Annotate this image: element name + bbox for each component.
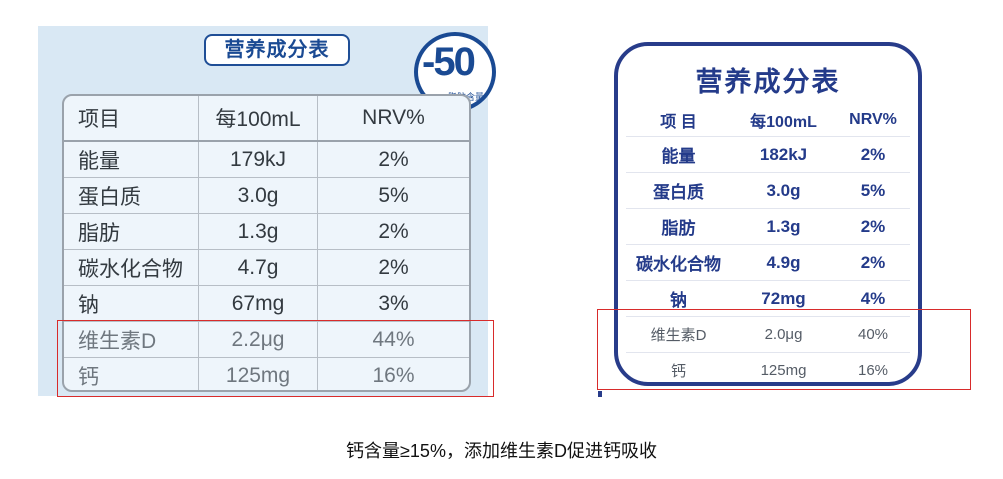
header-amount: 每100mL xyxy=(198,96,318,142)
row-item: 碳水化合物 xyxy=(626,244,731,281)
row-amount: 67mg xyxy=(198,285,318,322)
table-row: 脂肪 1.3g 2% xyxy=(626,208,910,245)
table-header-row: 项 目 每100mL NRV% xyxy=(626,104,910,137)
table-row: 碳水化合物 4.7g 2% xyxy=(64,249,469,286)
row-item: 能量 xyxy=(64,141,199,178)
row-item: 维生素D xyxy=(64,321,199,358)
left-nutrition-label: 营养成分表 -50 脂肪含量 项目 每100mL NRV% 能量 179kJ 2… xyxy=(38,26,496,396)
row-nrv: 16% xyxy=(836,352,910,382)
row-amount: 1.3g xyxy=(198,213,318,250)
right-nutrition-table: 项 目 每100mL NRV% 能量 182kJ 2% 蛋白质 3.0g 5% … xyxy=(626,104,910,382)
right-table-title: 营养成分表 xyxy=(695,67,841,97)
row-nrv: 2% xyxy=(317,141,469,178)
row-nrv: 2% xyxy=(836,244,910,281)
table-row: 维生素D 2.2μg 44% xyxy=(64,321,469,358)
row-nrv: 2% xyxy=(836,208,910,245)
table-row: 脂肪 1.3g 2% xyxy=(64,213,469,250)
table-row: 能量 182kJ 2% xyxy=(626,136,910,173)
row-amount: 72mg xyxy=(731,280,836,317)
table-header-row: 项目 每100mL NRV% xyxy=(64,96,469,142)
right-nutrition-label: 营养成分表 项 目 每100mL NRV% 能量 182kJ 2% 蛋白质 3.… xyxy=(614,42,922,386)
table-row: 钙 125mg 16% xyxy=(64,357,469,390)
row-item: 蛋白质 xyxy=(64,177,199,214)
row-amount: 3.0g xyxy=(198,177,318,214)
header-nrv: NRV% xyxy=(317,96,469,142)
header-nrv: NRV% xyxy=(836,104,910,137)
row-nrv: 2% xyxy=(317,249,469,286)
left-table-title: 营养成分表 xyxy=(204,34,350,66)
row-amount: 179kJ xyxy=(198,141,318,178)
row-nrv: 16% xyxy=(372,363,415,387)
row-amount: 3.0g xyxy=(731,172,836,209)
table-row: 钠 67mg 3% xyxy=(64,285,469,322)
highlight-box-left xyxy=(57,320,494,397)
row-item: 脂肪 xyxy=(626,208,731,245)
badge-number: -50 xyxy=(422,40,476,84)
row-item: 蛋白质 xyxy=(626,172,731,209)
row-nrv: 44% xyxy=(317,321,469,358)
table-row: 维生素D 2.0μg 40% xyxy=(626,316,910,353)
header-item: 项目 xyxy=(64,96,199,142)
row-amount: 2.2μg xyxy=(198,321,318,358)
table-row: 能量 179kJ 2% xyxy=(64,141,469,178)
header-item: 项 目 xyxy=(626,104,731,137)
row-nrv: 40% xyxy=(836,316,910,353)
row-nrv: 3% xyxy=(317,285,469,322)
row-amount: 4.9g xyxy=(731,244,836,281)
row-item: 能量 xyxy=(626,136,731,173)
row-item: 脂肪 xyxy=(64,213,199,250)
caption-text: 钙含量≥15%，添加维生素D促进钙吸收 xyxy=(346,441,657,461)
panel-edge-mark xyxy=(598,391,602,397)
table-row: 碳水化合物 4.9g 2% xyxy=(626,244,910,281)
left-nutrition-table: 项目 每100mL NRV% 能量 179kJ 2% 蛋白质 3.0g 5% 脂… xyxy=(62,94,471,392)
row-nrv: 2% xyxy=(836,136,910,173)
header-amount: 每100mL xyxy=(731,104,836,137)
row-amount: 2.0μg xyxy=(731,316,836,353)
row-amount: 125mg xyxy=(731,352,836,382)
row-nrv: 4% xyxy=(836,280,910,317)
row-item: 维生素D xyxy=(626,316,731,353)
row-item: 钠 xyxy=(64,285,199,322)
table-row: 蛋白质 3.0g 5% xyxy=(64,177,469,214)
row-nrv: 2% xyxy=(317,213,469,250)
row-amount: 1.3g xyxy=(731,208,836,245)
table-row: 蛋白质 3.0g 5% xyxy=(626,172,910,209)
row-amount: 182kJ xyxy=(731,136,836,173)
highlight-box-right xyxy=(597,309,971,390)
row-item: 碳水化合物 xyxy=(64,249,199,286)
row-nrv: 5% xyxy=(317,177,469,214)
table-row: 钙 125mg 16% xyxy=(626,352,910,382)
row-item: 钙 xyxy=(626,352,731,382)
row-item: 钠 xyxy=(626,280,731,317)
row-nrv: 5% xyxy=(836,172,910,209)
table-row: 钠 72mg 4% xyxy=(626,280,910,317)
row-item: 钙 xyxy=(64,357,199,390)
row-amount: 4.7g xyxy=(198,249,318,286)
row-amount: 125mg xyxy=(198,357,318,390)
